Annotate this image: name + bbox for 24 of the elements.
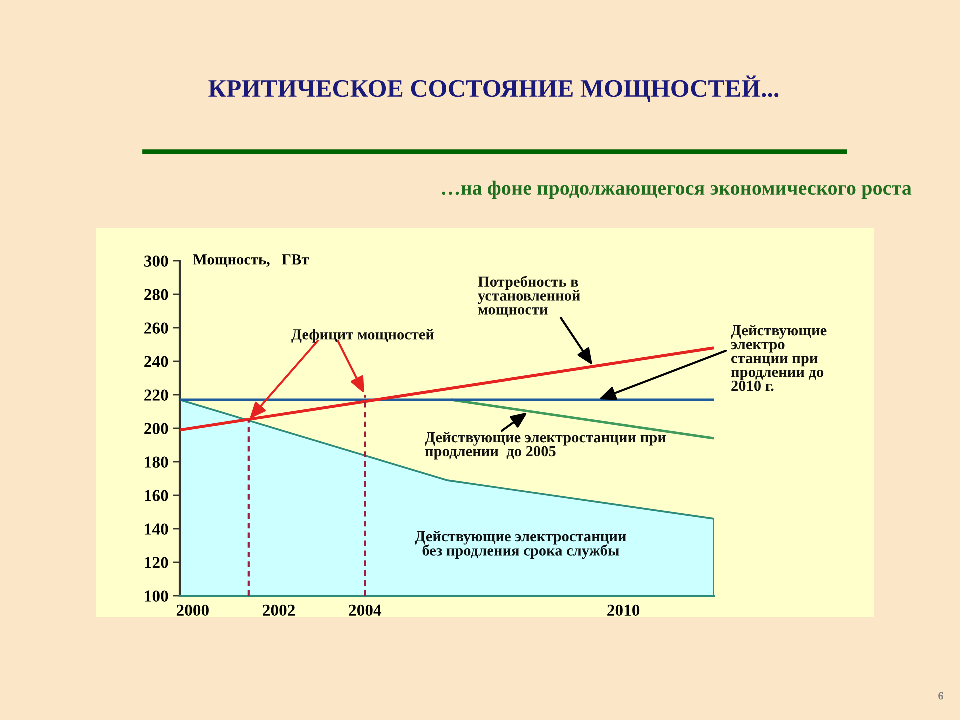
x-tick-label: 2000: [176, 604, 209, 616]
annotation: Дефицит мощностей: [292, 329, 434, 343]
y-tick-label: 120: [145, 557, 168, 568]
y-tick-label: 180: [145, 456, 168, 468]
text: 6: [938, 692, 944, 700]
chart-subtitle: …на фоне продолжающегося экономического роста: [442, 180, 912, 200]
x-tick-label: 2004: [349, 604, 382, 616]
annotation: Потребность в установленной мощности: [478, 276, 580, 318]
chart-title: КРИТИЧЕСКОЕ СОСТОЯНИЕ МОЩНОСТЕЙ...: [208, 76, 779, 102]
y-tick-label: 160: [145, 490, 168, 502]
y-tick-label: 240: [144, 356, 168, 368]
annotation: Действующие электростанции без продления срока службы: [415, 530, 626, 560]
y-tick-label: 200: [144, 423, 168, 434]
x-tick-label: 2010: [608, 604, 640, 616]
y-tick-label: 280: [144, 289, 168, 300]
y-tick-label: 260: [144, 322, 168, 334]
annotation: Действующие электро станции при продлении до 2010 г.: [731, 325, 827, 392]
y-tick-label: 220: [144, 390, 168, 401]
y-tick-label: 100: [145, 590, 168, 602]
y-tick-label: 140: [145, 524, 168, 535]
y-tick-label: 300: [144, 256, 168, 267]
annotation: Действующие электростанции при продлении до 2005: [425, 432, 666, 460]
x-tick-label: 2002: [263, 604, 295, 616]
y-axis-title: Мощность, ГВт: [193, 254, 310, 268]
